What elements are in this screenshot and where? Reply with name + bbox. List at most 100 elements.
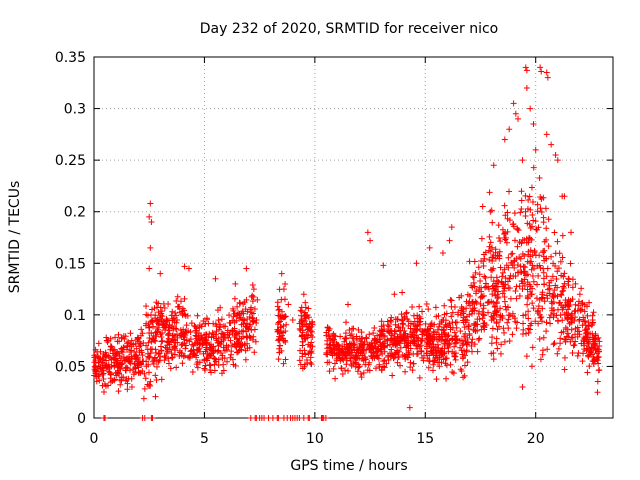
data-point: [586, 336, 593, 343]
data-point: [527, 326, 534, 333]
data-point: [561, 280, 568, 287]
data-point: [591, 356, 598, 363]
data-point: [506, 275, 513, 282]
data-point: [95, 340, 102, 347]
data-point: [440, 326, 447, 333]
data-point: [280, 286, 287, 293]
data-point: [373, 338, 380, 345]
data-point: [582, 335, 589, 342]
data-point: [360, 369, 367, 376]
data-point: [538, 68, 545, 75]
data-point: [163, 318, 170, 325]
data-point: [550, 291, 557, 298]
data-point: [560, 273, 567, 280]
data-point: [124, 380, 131, 387]
data-point: [99, 371, 106, 378]
data-point: [230, 313, 237, 320]
data-point: [595, 360, 602, 367]
data-point: [305, 332, 312, 339]
data-point: [523, 84, 530, 91]
data-point: [535, 310, 542, 317]
data-point: [499, 273, 506, 280]
data-point: [118, 345, 125, 352]
data-point: [308, 328, 315, 335]
data-point: [193, 330, 200, 337]
data-point: [122, 367, 129, 374]
data-point: [434, 359, 441, 366]
data-point: [116, 376, 123, 383]
data-point: [405, 334, 412, 341]
data-point: [584, 312, 591, 319]
data-point: [424, 332, 431, 339]
data-point: [494, 252, 501, 259]
data-point: [178, 350, 185, 357]
data-point: [560, 287, 567, 294]
data-point: [390, 335, 397, 342]
data-point: [181, 263, 188, 270]
data-point: [466, 330, 473, 337]
data-point: [550, 341, 557, 348]
data-point: [537, 356, 544, 363]
data-point: [575, 302, 582, 309]
x-tick-label: 5: [200, 431, 209, 447]
data-point: [234, 340, 241, 347]
data-point: [387, 317, 394, 324]
data-point: [137, 342, 144, 349]
data-point: [485, 247, 492, 254]
data-point: [461, 372, 468, 379]
data-point: [524, 279, 531, 286]
data-point: [580, 314, 587, 321]
data-point: [426, 244, 433, 251]
data-point: [242, 356, 249, 363]
data-point: [493, 318, 500, 325]
data-point: [151, 337, 158, 344]
data-point: [464, 341, 471, 348]
data-point: [422, 320, 429, 327]
data-point: [241, 340, 248, 347]
data-point: [153, 299, 160, 306]
data-point: [539, 294, 546, 301]
data-point: [579, 299, 586, 306]
data-point: [332, 375, 339, 382]
data-point: [443, 323, 450, 330]
data-point: [281, 296, 288, 303]
data-point: [241, 299, 248, 306]
data-point: [487, 239, 494, 246]
data-point: [327, 342, 334, 349]
data-point: [154, 317, 161, 324]
data-point: [124, 340, 131, 347]
data-point: [283, 321, 290, 328]
data-point: [591, 335, 598, 342]
data-point: [193, 361, 200, 368]
data-point: [389, 332, 396, 339]
data-point: [594, 354, 601, 361]
data-point: [228, 348, 235, 355]
y-tick-label: 0.2: [64, 205, 86, 221]
data-point: [532, 318, 539, 325]
data-point: [445, 321, 452, 328]
data-point: [554, 268, 561, 275]
data-point: [523, 330, 530, 337]
data-point: [389, 372, 396, 379]
data-point: [519, 384, 526, 391]
data-point: [246, 314, 253, 321]
data-point: [494, 345, 501, 352]
data-point: [333, 357, 340, 364]
data-point: [107, 346, 114, 353]
data-point: [585, 353, 592, 360]
data-point: [538, 318, 545, 325]
data-point: [405, 347, 412, 354]
data-point: [243, 265, 250, 272]
data-point: [530, 305, 537, 312]
data-point: [486, 256, 493, 263]
data-point: [433, 313, 440, 320]
data-point: [419, 329, 426, 336]
x-tick-label: 15: [416, 431, 434, 447]
data-point: [356, 355, 363, 362]
data-point: [369, 355, 376, 362]
data-point: [503, 239, 510, 246]
data-point: [554, 238, 561, 245]
data-point: [401, 327, 408, 334]
data-point: [226, 319, 233, 326]
data-point: [364, 341, 371, 348]
